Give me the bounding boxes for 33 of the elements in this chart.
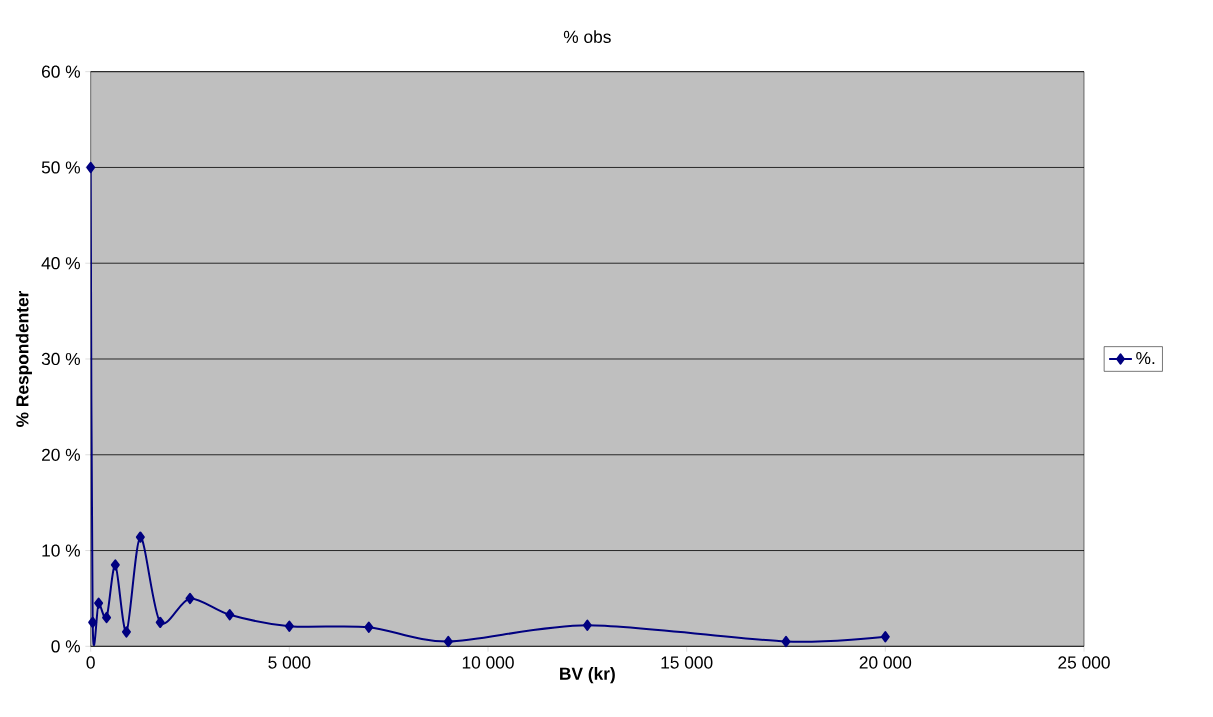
point: [284, 620, 294, 632]
x-axis-title: BV (kr): [560, 667, 615, 684]
x-tick-label: 25 000: [1058, 656, 1110, 669]
point: [155, 616, 165, 629]
y-tick-label: 0 %: [51, 640, 81, 653]
y-tick-label: 60 %: [42, 65, 81, 78]
y-tick-label: 50 %: [41, 161, 81, 174]
x-tick-label: 0: [86, 656, 95, 669]
y-tick-label: 20 %: [42, 448, 81, 461]
point: [110, 559, 120, 571]
point: [781, 635, 791, 648]
x-tick-label: 20 000: [859, 656, 912, 669]
chart-title: % obs: [563, 30, 611, 43]
x-tick-label: 5 000: [268, 656, 311, 669]
point: [364, 621, 374, 633]
y-tick-label: 10 %: [42, 544, 81, 557]
point: [225, 609, 235, 621]
y-tick-label: 30 %: [41, 352, 81, 366]
x-tick-label: 10 000: [462, 656, 514, 669]
point: [582, 619, 592, 631]
point: [185, 592, 195, 605]
point: [88, 616, 98, 629]
point: [86, 161, 96, 174]
y-tick-label: 40 %: [41, 257, 81, 270]
point: [94, 597, 104, 609]
point: [102, 611, 112, 624]
legend-label: %.: [1136, 351, 1155, 365]
y-axis-title: % Respondenter: [15, 290, 32, 427]
point: [135, 531, 145, 543]
point: [121, 626, 131, 638]
x-tick-label: 15 000: [661, 656, 713, 669]
point: [880, 631, 890, 643]
point: [443, 635, 453, 648]
